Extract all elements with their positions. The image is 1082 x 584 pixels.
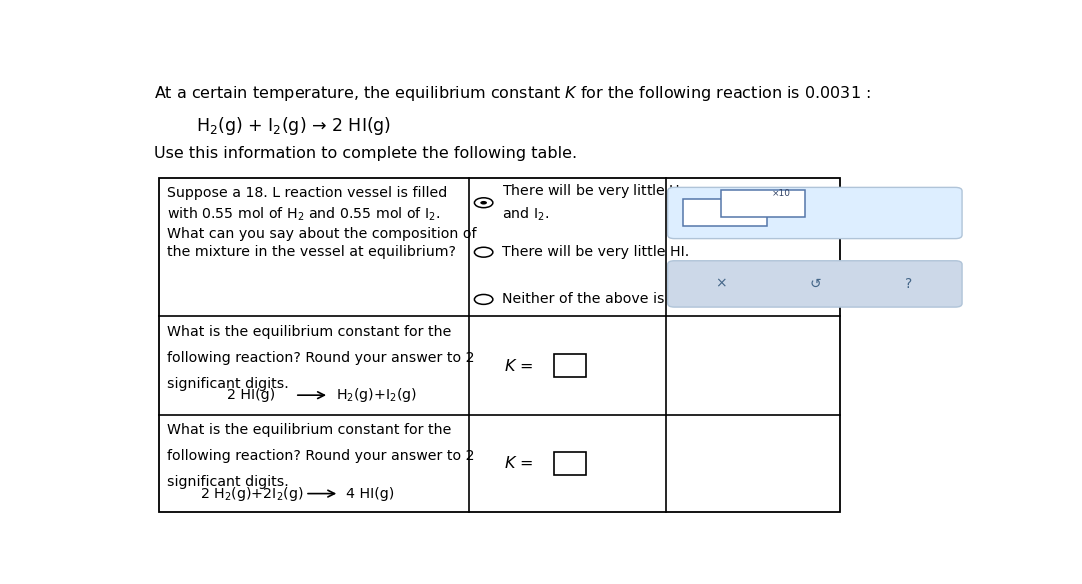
Text: Suppose a 18. L reaction vessel is filled
with 0.55 mol of H$_2$ and 0.55 mol of: Suppose a 18. L reaction vessel is fille… [167, 186, 476, 259]
Text: H$_2$(g) + I$_2$(g) → 2 HI(g): H$_2$(g) + I$_2$(g) → 2 HI(g) [196, 115, 391, 137]
Text: ×: × [715, 277, 727, 291]
Bar [159, 178, 840, 512]
Text: $K$ =: $K$ = [504, 456, 533, 471]
FancyBboxPatch shape [668, 261, 962, 307]
Text: significant digits.: significant digits. [167, 475, 289, 489]
Text: significant digits.: significant digits. [167, 377, 289, 391]
Text: following reaction? Round your answer to 2: following reaction? Round your answer to… [167, 449, 475, 463]
Text: ×10: ×10 [771, 189, 790, 198]
Text: What is the equilibrium constant for the: What is the equilibrium constant for the [167, 325, 451, 339]
Text: Neither of the above is true.: Neither of the above is true. [502, 293, 703, 307]
Text: 4 HI(g): 4 HI(g) [346, 486, 394, 500]
Bar [683, 199, 767, 226]
Text: What is the equilibrium constant for the: What is the equilibrium constant for the [167, 423, 451, 437]
Text: Use this information to complete the following table.: Use this information to complete the fol… [154, 145, 577, 161]
Circle shape [480, 201, 487, 204]
Text: At a certain temperature, the equilibrium constant $K$ for the following reactio: At a certain temperature, the equilibriu… [154, 85, 871, 103]
FancyBboxPatch shape [668, 187, 962, 239]
Text: There will be very little HI.: There will be very little HI. [502, 245, 689, 259]
Text: $K$ =: $K$ = [504, 357, 533, 374]
Text: 2 HI(g): 2 HI(g) [227, 388, 275, 402]
Bar [554, 451, 586, 475]
Text: 2 H$_2$(g)+2I$_2$(g): 2 H$_2$(g)+2I$_2$(g) [199, 485, 303, 503]
Text: H$_2$(g)+I$_2$(g): H$_2$(g)+I$_2$(g) [335, 386, 417, 404]
Text: There will be very little H$_2$
and I$_2$.: There will be very little H$_2$ and I$_2… [502, 182, 687, 223]
Bar [554, 354, 586, 377]
Bar [721, 190, 805, 217]
Text: ?: ? [905, 277, 912, 291]
Text: ↺: ↺ [809, 277, 820, 291]
Text: following reaction? Round your answer to 2: following reaction? Round your answer to… [167, 350, 475, 364]
